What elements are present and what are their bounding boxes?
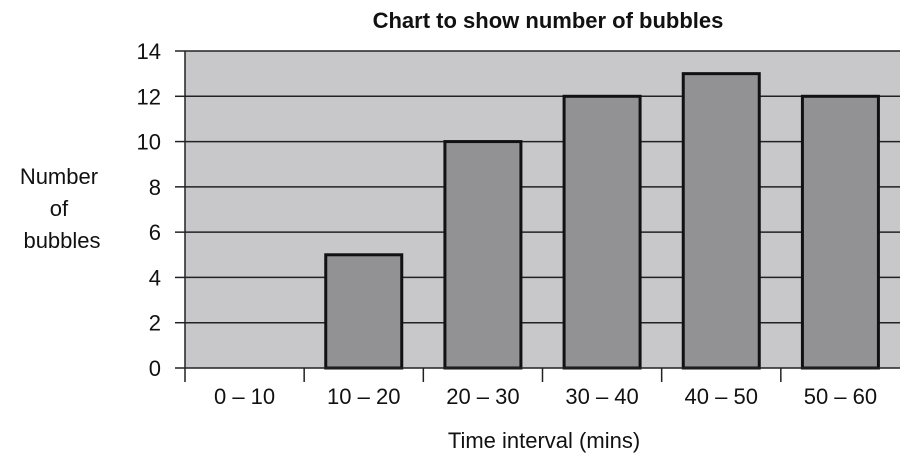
x-tick-label-3: 30 – 40 (565, 384, 638, 409)
bars (324, 72, 880, 370)
y-axis-label-line-3: bubbles (23, 228, 100, 253)
y-tick-label-0: 0 (149, 356, 161, 381)
y-tick-label-12: 12 (137, 84, 161, 109)
x-tick-label-4: 40 – 50 (685, 384, 758, 409)
x-tick-label-1: 10 – 20 (327, 384, 400, 409)
y-tick-label-4: 4 (149, 265, 161, 290)
bar-2 (443, 140, 523, 370)
gridlines (185, 50, 900, 324)
x-tick-label-2: 20 – 30 (446, 384, 519, 409)
bar-3 (562, 94, 642, 370)
x-tick-labels: 0 – 10 10 – 20 20 – 30 30 – 40 40 – 50 50 – 6… (214, 384, 877, 409)
y-tick-label-14: 14 (137, 39, 161, 64)
plot-area (185, 51, 900, 368)
y-tick-label-8: 8 (149, 175, 161, 200)
y-axis-label: Number of bubbles (20, 164, 104, 253)
x-axis-label: Time interval (mins) (448, 428, 640, 453)
y-axis-label-line-1: Number (20, 164, 98, 189)
bar-1 (324, 253, 404, 370)
y-tick-label-6: 6 (149, 220, 161, 245)
x-tick-label-0: 0 – 10 (214, 384, 275, 409)
y-tick-label-10: 10 (137, 130, 161, 155)
chart-title: Chart to show number of bubbles (373, 8, 724, 33)
bar-5 (800, 94, 880, 370)
axes (184, 51, 900, 382)
bar-4 (681, 72, 761, 370)
y-axis-label-line-2: of (50, 196, 69, 221)
x-tick-label-5: 50 – 60 (804, 384, 877, 409)
y-tick-labels: 0 2 4 6 8 10 12 14 (137, 39, 185, 381)
y-tick-label-2: 2 (149, 311, 161, 336)
